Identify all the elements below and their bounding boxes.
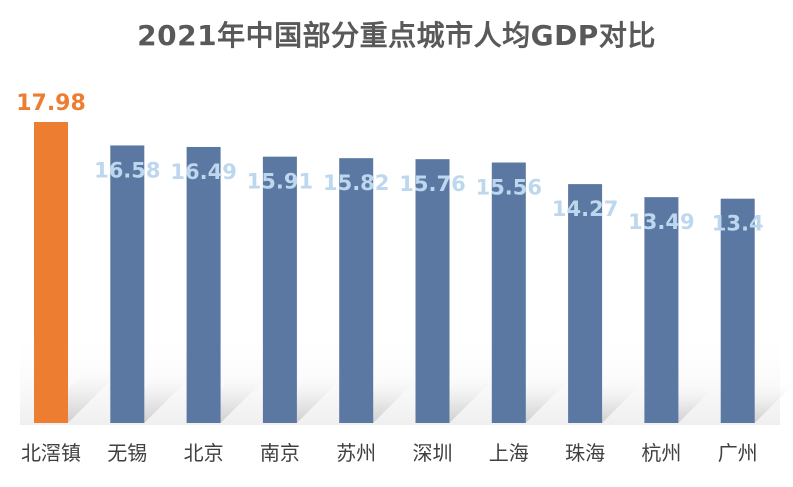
category-label-7: 上海 — [489, 441, 529, 465]
category-label-10: 广州 — [718, 441, 758, 465]
category-label-2: 无锡 — [107, 441, 147, 465]
bar-10 — [720, 198, 755, 423]
data-label-2: 16.58 — [94, 158, 160, 182]
category-label-9: 杭州 — [641, 441, 681, 465]
category-label-6: 深圳 — [413, 441, 453, 465]
data-label-8: 14.27 — [552, 197, 618, 221]
bar-4 — [262, 156, 297, 423]
category-label-3: 北京 — [184, 441, 224, 465]
data-label-4: 15.91 — [247, 170, 313, 194]
data-label-1: 17.98 — [16, 91, 86, 116]
bar-1 — [34, 122, 68, 423]
chart-title: 2021年中国部分重点城市人均GDP对比 — [137, 19, 656, 52]
bar-7 — [491, 162, 526, 423]
bar-5 — [339, 158, 374, 424]
data-label-9: 13.49 — [628, 210, 694, 234]
data-label-7: 15.56 — [476, 176, 542, 200]
bar-6 — [415, 159, 450, 424]
data-label-3: 16.49 — [170, 160, 236, 184]
data-label-6: 15.76 — [399, 172, 465, 196]
data-label-10: 13.4 — [712, 212, 764, 236]
category-label-5: 苏州 — [336, 441, 376, 465]
category-label-4: 南京 — [260, 441, 300, 465]
bar-8 — [568, 184, 603, 423]
category-label-1: 北滘镇 — [21, 441, 81, 465]
data-label-5: 15.82 — [323, 171, 389, 195]
bar-3 — [186, 146, 221, 423]
bar-2 — [110, 145, 145, 424]
category-label-8: 珠海 — [565, 441, 605, 465]
bar-9 — [644, 197, 679, 423]
